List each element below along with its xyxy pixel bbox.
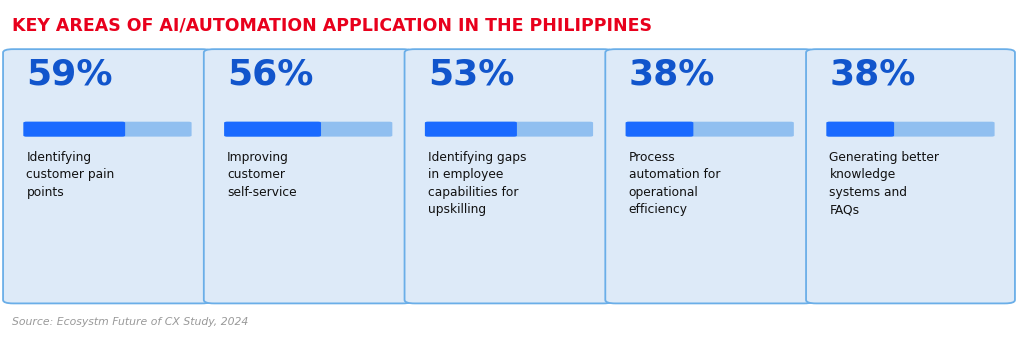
FancyBboxPatch shape <box>626 122 794 137</box>
Text: KEY AREAS OF AI/AUTOMATION APPLICATION IN THE PHILIPPINES: KEY AREAS OF AI/AUTOMATION APPLICATION I… <box>12 17 653 35</box>
Text: Source: Ecosystm Future of CX Study, 2024: Source: Ecosystm Future of CX Study, 202… <box>12 317 248 327</box>
Text: Generating better
knowledge
systems and
FAQs: Generating better knowledge systems and … <box>830 151 940 216</box>
Text: Identifying gaps
in employee
capabilities for
upskilling: Identifying gaps in employee capabilitie… <box>428 151 526 216</box>
FancyBboxPatch shape <box>3 49 212 303</box>
FancyBboxPatch shape <box>23 122 125 137</box>
FancyBboxPatch shape <box>626 122 693 137</box>
FancyBboxPatch shape <box>404 49 614 303</box>
FancyBboxPatch shape <box>806 49 1015 303</box>
Text: 38%: 38% <box>830 58 916 92</box>
FancyBboxPatch shape <box>425 122 517 137</box>
Text: Identifying
customer pain
points: Identifying customer pain points <box>26 151 115 199</box>
Text: Process
automation for
operational
efficiency: Process automation for operational effic… <box>629 151 720 216</box>
Text: 53%: 53% <box>428 58 514 92</box>
FancyBboxPatch shape <box>224 122 321 137</box>
FancyBboxPatch shape <box>827 122 894 137</box>
Text: Improving
customer
self-service: Improving customer self-service <box>227 151 297 199</box>
Text: 59%: 59% <box>26 58 113 92</box>
FancyBboxPatch shape <box>827 122 995 137</box>
FancyBboxPatch shape <box>204 49 412 303</box>
Text: 56%: 56% <box>227 58 314 92</box>
FancyBboxPatch shape <box>224 122 392 137</box>
FancyBboxPatch shape <box>23 122 191 137</box>
FancyBboxPatch shape <box>606 49 814 303</box>
Text: 38%: 38% <box>629 58 715 92</box>
FancyBboxPatch shape <box>425 122 593 137</box>
